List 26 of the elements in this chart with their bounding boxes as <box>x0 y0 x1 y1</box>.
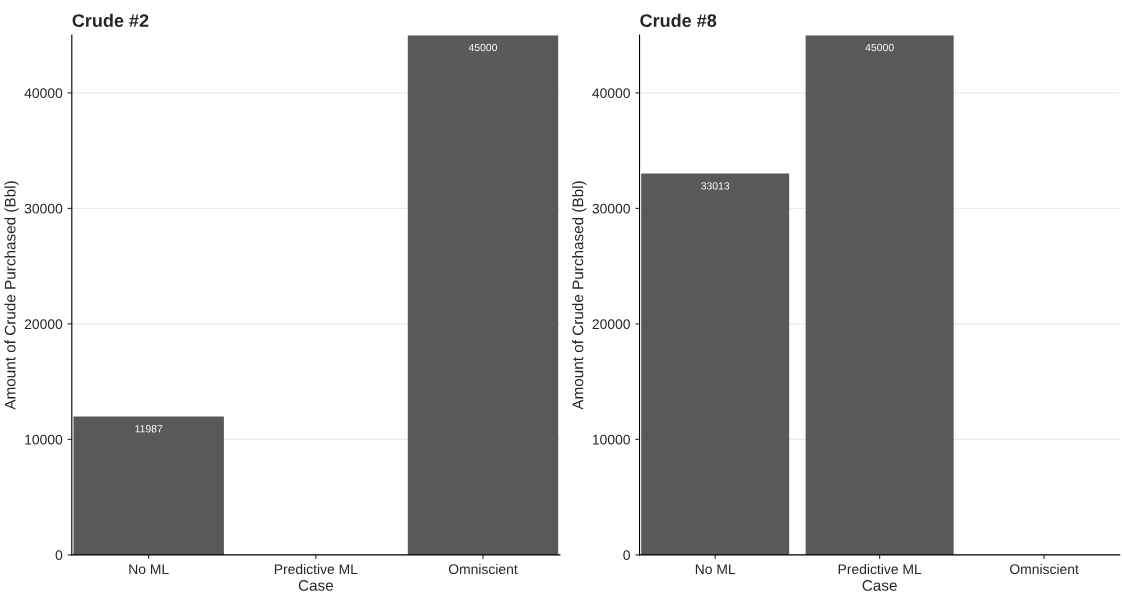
x-tick-label: No ML <box>129 564 169 575</box>
y-tick-label: 20000 <box>592 319 630 330</box>
y-tick-label: 20000 <box>24 319 63 330</box>
x-tick-label: Predictive ML <box>274 563 358 575</box>
y-tick-label: 0 <box>623 550 630 561</box>
data-label: 33013 <box>701 182 730 190</box>
data-label: 45000 <box>468 43 498 52</box>
y-tick-label: 0 <box>55 550 63 561</box>
x-tick-label: Predictive ML <box>838 563 922 575</box>
y-tick-label: 10000 <box>592 434 630 445</box>
y-tick-label: 30000 <box>24 203 63 214</box>
y-tick-label: 40000 <box>24 88 63 99</box>
x-tick-label: Omniscient <box>1010 563 1079 575</box>
x-tick-label: No ML <box>695 564 736 575</box>
data-label: 11987 <box>135 425 163 433</box>
y-tick-label: 10000 <box>25 434 63 445</box>
y-axis-title: Amount of Crude Purchased (Bbl) <box>4 181 19 410</box>
x-axis-title: Case <box>862 580 897 591</box>
chart-title: Crude #2 <box>72 13 149 28</box>
chart-title: Crude #8 <box>640 13 717 28</box>
y-tick-label: 40000 <box>592 88 630 99</box>
data-label: 45000 <box>865 43 894 52</box>
y-tick-label: 30000 <box>592 203 630 214</box>
y-axis-title: Amount of Crude Purchased (Bbl) <box>572 181 587 410</box>
x-axis-title: Case <box>298 580 333 591</box>
x-tick-label: Omniscient <box>448 563 518 575</box>
